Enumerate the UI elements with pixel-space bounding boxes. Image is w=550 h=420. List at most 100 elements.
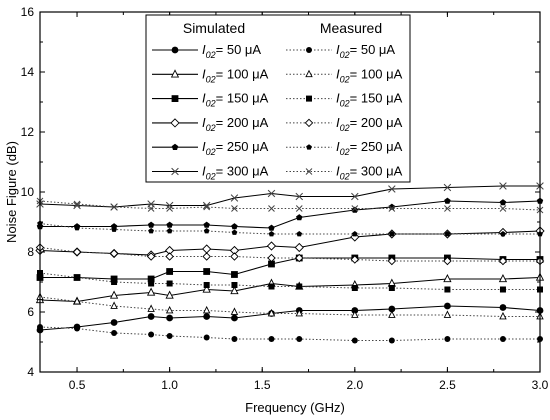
series-measured-9 bbox=[35, 243, 545, 266]
data-point-simulated bbox=[230, 286, 239, 295]
x-marker-stroke bbox=[73, 201, 81, 210]
data-point-simulated bbox=[443, 274, 452, 283]
legend-entry-simulated: I02= 100 μA bbox=[152, 66, 269, 84]
data-point-measured bbox=[268, 231, 275, 237]
y-tick-label: 6 bbox=[27, 305, 34, 319]
x-marker-stroke bbox=[171, 167, 179, 176]
data-point-simulated bbox=[295, 192, 304, 201]
legend-marker bbox=[171, 143, 179, 150]
data-point-simulated bbox=[147, 221, 155, 228]
legend-heading-measured: Measured bbox=[320, 20, 382, 36]
data-point-simulated bbox=[203, 268, 211, 275]
data-point-measured bbox=[111, 226, 117, 232]
data-point-measured bbox=[166, 205, 173, 212]
legend-entry-measured: I02= 300 μA bbox=[286, 164, 403, 182]
data-point-simulated bbox=[109, 290, 119, 299]
data-point-measured bbox=[267, 308, 276, 317]
data-point-measured bbox=[230, 307, 239, 315]
data-point-measured bbox=[231, 282, 238, 288]
legend-entry-simulated: I02= 150 μA bbox=[152, 91, 269, 109]
legend-marker bbox=[171, 46, 179, 54]
data-point-simulated bbox=[231, 223, 238, 230]
data-point-simulated bbox=[499, 304, 507, 311]
data-point-measured bbox=[166, 333, 173, 339]
data-point-measured bbox=[444, 231, 451, 237]
data-point-simulated bbox=[231, 271, 238, 278]
data-point-simulated bbox=[499, 199, 507, 206]
data-point-measured bbox=[444, 286, 451, 293]
x-tick-label: 2.0 bbox=[346, 378, 363, 392]
data-point-measured bbox=[202, 305, 211, 314]
legend-marker bbox=[306, 95, 312, 102]
data-point-measured bbox=[165, 252, 174, 261]
data-point-measured bbox=[231, 229, 238, 235]
data-point-measured bbox=[268, 205, 275, 212]
data-point-measured bbox=[148, 280, 155, 287]
legend-marker bbox=[305, 168, 313, 175]
data-point-measured bbox=[203, 334, 210, 341]
legend-heading-simulated: Simulated bbox=[183, 20, 245, 36]
legend-entry-measured: I02= 50 μA bbox=[286, 42, 395, 60]
data-point-simulated bbox=[165, 201, 174, 210]
legend-entry-simulated: I02= 50 μA bbox=[152, 42, 261, 60]
data-point-measured bbox=[296, 231, 303, 237]
data-point-measured bbox=[165, 305, 174, 314]
data-point-measured bbox=[296, 336, 303, 342]
legend-label: I02= 250 μA bbox=[202, 139, 269, 157]
data-point-measured bbox=[499, 286, 506, 293]
data-point-simulated bbox=[147, 275, 155, 283]
x-marker-stroke bbox=[444, 205, 451, 212]
data-point-measured bbox=[444, 205, 451, 212]
legend-label: I02= 250 μA bbox=[336, 139, 403, 157]
legend-marker bbox=[171, 167, 179, 176]
data-point-measured bbox=[166, 228, 173, 234]
x-marker-stroke bbox=[166, 205, 173, 212]
legend-marker bbox=[306, 47, 312, 53]
x-marker-stroke bbox=[203, 203, 211, 211]
data-point-simulated bbox=[166, 268, 174, 275]
data-point-measured bbox=[147, 304, 155, 312]
x-marker-stroke bbox=[388, 185, 396, 193]
data-point-simulated bbox=[351, 192, 359, 201]
series-measured-11 bbox=[36, 197, 544, 214]
legend-box bbox=[145, 14, 411, 183]
data-point-measured bbox=[147, 205, 155, 212]
y-tick-label: 14 bbox=[21, 65, 35, 79]
x-marker-stroke bbox=[230, 194, 239, 202]
x-marker-stroke bbox=[267, 189, 276, 198]
data-point-simulated bbox=[498, 274, 508, 283]
y-tick-label: 16 bbox=[21, 5, 35, 19]
data-point-measured bbox=[499, 205, 507, 212]
data-point-simulated bbox=[110, 319, 118, 326]
data-point-measured bbox=[166, 280, 173, 287]
axis-layer: 4 6 8 10 12 14 16 0.5 1.0 1.5 2.0 2.5 3.0 bbox=[21, 5, 549, 392]
x-marker-stroke bbox=[110, 203, 118, 211]
data-point-measured bbox=[296, 283, 303, 290]
x-axis-title: Frequency (GHz) bbox=[245, 400, 345, 415]
data-point-simulated bbox=[165, 290, 174, 299]
x-tick-label: 2.5 bbox=[439, 378, 456, 392]
legend-label: I02= 300 μA bbox=[202, 164, 269, 182]
data-point-simulated bbox=[268, 224, 275, 231]
data-point-measured bbox=[74, 225, 80, 231]
series-simulated-0 bbox=[36, 302, 544, 334]
data-point-simulated bbox=[231, 314, 238, 322]
y-tick-label: 10 bbox=[21, 185, 35, 199]
data-point-measured bbox=[203, 203, 211, 211]
legend-entry-simulated: I02= 300 μA bbox=[152, 164, 269, 182]
data-point-measured bbox=[351, 205, 359, 212]
data-point-measured bbox=[268, 283, 275, 290]
series-line-simulated bbox=[39, 276, 541, 303]
x-marker-stroke bbox=[351, 192, 359, 201]
x-marker-stroke bbox=[165, 201, 174, 210]
data-point-measured bbox=[111, 330, 118, 336]
data-point-measured bbox=[146, 252, 156, 261]
x-marker-stroke bbox=[73, 200, 81, 208]
data-point-simulated bbox=[268, 260, 275, 268]
legend-marker bbox=[171, 95, 179, 102]
data-point-simulated bbox=[203, 313, 211, 320]
series-measured-10 bbox=[37, 220, 543, 237]
x-marker-stroke bbox=[202, 201, 211, 210]
data-point-measured bbox=[499, 311, 507, 320]
